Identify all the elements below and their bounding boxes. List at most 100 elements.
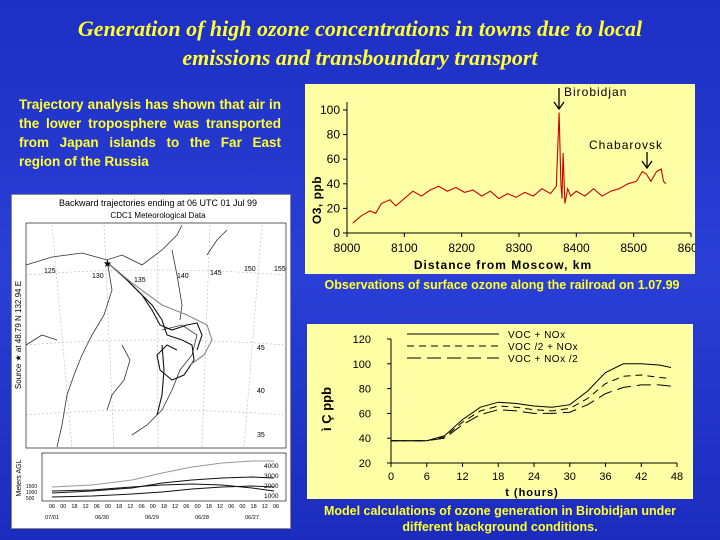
y-tick-label: 40 (359, 433, 371, 445)
time-label: 18 (206, 504, 212, 510)
caption-top: Observations of surface ozone along the … (324, 278, 680, 292)
lat-label: 35 (257, 432, 265, 439)
time-label: 18 (116, 504, 122, 510)
y-tick-label: 60 (359, 408, 371, 420)
time-label: 00 (105, 504, 111, 510)
time-label: 18 (161, 504, 167, 510)
lon-label: 155 (274, 266, 286, 273)
x-tick-label: 24 (528, 471, 540, 483)
series-line-1 (391, 363, 672, 442)
time-label: 12 (127, 504, 133, 510)
lon-label: 145 (210, 270, 222, 277)
date-label: 06/30 (95, 515, 109, 521)
arrow-birobidjan (553, 88, 565, 111)
x-tick-label: 8500 (620, 241, 647, 255)
time-label: 18 (251, 504, 257, 510)
level-label: 3000 (264, 473, 279, 480)
lon-label: 130 (92, 273, 104, 280)
legend-label: VOC /2 + NOx (508, 342, 578, 353)
coastlines (25, 224, 228, 448)
legend-label: VOC + NOx /2 (508, 354, 578, 365)
x-tick-label: 6 (424, 471, 430, 483)
x-tick-label: 36 (599, 471, 611, 483)
x-tick-label: 8300 (506, 241, 533, 255)
x-tick-label: 12 (456, 471, 468, 483)
series-line-2 (391, 374, 672, 442)
y-tick-label: 20 (327, 201, 341, 215)
level-label: 1000 (264, 493, 279, 500)
map-subtitle: CDC1 Meteorological Data (110, 211, 206, 220)
left-level-label: 500 (26, 496, 35, 502)
trajectory-map-figure: Backward trajectories ending at 06 UTC 0… (11, 194, 291, 529)
time-label: 12 (217, 504, 223, 510)
model-ozone-svg: 0 6 12 18 24 30 36 42 48 20 40 60 80 100 120 VOC + NOx… (319, 330, 683, 499)
time-label: 00 (239, 504, 245, 510)
lon-label: 135 (134, 277, 146, 284)
left-level-label: 1000 (26, 490, 37, 496)
arrow-chabarovsk (641, 152, 653, 170)
x-tick-label: 18 (492, 471, 504, 483)
left-level-label: 1500 (26, 484, 37, 490)
date-label: 06/28 (195, 515, 209, 521)
trajectory-lines (107, 262, 213, 416)
y-tick-label: 40 (327, 177, 341, 191)
intro-text: Trajectory analysis has shown that air i… (19, 97, 281, 169)
y-axis-label-2: ì Ç ppb (319, 387, 334, 432)
x-tick-label: 8200 (448, 241, 475, 255)
time-label: 00 (60, 504, 66, 510)
legend-label: VOC + NOx (508, 330, 566, 341)
map-source-label: Source ★ at 48.79 N 132.94 E (14, 281, 23, 389)
lon-label: 150 (244, 266, 256, 273)
y-tick-label: 20 (359, 458, 371, 470)
y-tick-label: 80 (327, 128, 341, 142)
annotation-birobidjan: Birobidjan (564, 85, 627, 99)
x-axis-label-1: Distance from Moscow, km (414, 258, 592, 272)
time-label: 00 (150, 504, 156, 510)
level-label: 4000 (264, 463, 279, 470)
map-title: Backward trajectories ending at 06 UTC 0… (59, 198, 257, 208)
caption-bottom: Model calculations of ozone generation i… (323, 504, 677, 534)
y-tick-label: 60 (327, 152, 341, 166)
lat-label: 45 (257, 345, 265, 352)
model-ozone-chart: 0 6 12 18 24 30 36 42 48 20 40 60 80 100 120 VOC + NOx… (307, 324, 693, 499)
date-label: 07/01 (45, 515, 59, 521)
ozone-series-line (352, 112, 667, 224)
title-line-2: emissions and transboundary transport (182, 45, 538, 70)
time-label: 06 (183, 504, 189, 510)
x-tick-label: 8100 (391, 241, 418, 255)
time-label: 12 (83, 504, 89, 510)
time-label: 12 (262, 504, 268, 510)
x-tick-label: 8000 (334, 241, 361, 255)
time-label: 06 (139, 504, 145, 510)
annotation-chabarovsk: Chabarovsk (589, 138, 663, 152)
source-star-icon: ★ (103, 259, 112, 270)
trajectory-map-svg: Backward trajectories ending at 06 UTC 0… (14, 198, 287, 521)
height-traces (51, 460, 275, 498)
date-label: 06/29 (145, 515, 159, 521)
agl-label: Meters AGL (16, 459, 23, 496)
time-label: 12 (172, 504, 178, 510)
time-label: 06 (228, 504, 234, 510)
slide-title: Generation of high ozone concentrations … (20, 14, 700, 72)
x-tick-label: 8400 (563, 241, 590, 255)
y-tick-label: 120 (353, 334, 371, 346)
time-label: 06 (94, 504, 100, 510)
series-line-3 (391, 384, 672, 442)
y-axis-label-1: O3, ppb (310, 176, 324, 224)
map-frame (25, 222, 287, 449)
x-axis-label-2: t (hours) (505, 487, 559, 499)
lon-label: 125 (44, 268, 56, 275)
date-label: 06/27 (245, 515, 259, 521)
y-tick-label: 0 (333, 226, 340, 240)
time-label: 00 (195, 504, 201, 510)
time-label: 18 (71, 504, 77, 510)
x-tick-label: 48 (671, 471, 683, 483)
time-label: 06 (273, 504, 279, 510)
y-tick-label: 100 (353, 359, 371, 371)
y-tick-label: 100 (320, 103, 340, 117)
time-label: 06 (49, 504, 55, 510)
x-tick-label: 30 (564, 471, 576, 483)
